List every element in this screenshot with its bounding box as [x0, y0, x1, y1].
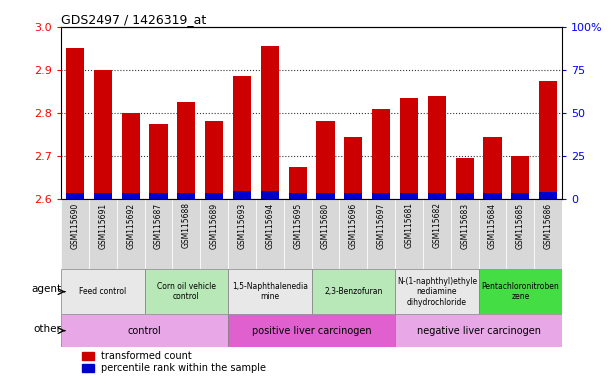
Bar — [288, 193, 307, 199]
Text: Corn oil vehicle
control: Corn oil vehicle control — [157, 282, 216, 301]
Legend: transformed count, percentile rank within the sample: transformed count, percentile rank withi… — [81, 350, 268, 374]
Bar — [177, 102, 196, 199]
FancyBboxPatch shape — [367, 199, 395, 269]
FancyBboxPatch shape — [228, 269, 312, 314]
Text: agent: agent — [32, 285, 62, 295]
Text: other: other — [34, 324, 62, 334]
Text: GSM115681: GSM115681 — [404, 202, 414, 248]
FancyBboxPatch shape — [312, 199, 340, 269]
Bar — [456, 193, 474, 199]
Bar — [511, 193, 529, 199]
FancyBboxPatch shape — [117, 199, 145, 269]
FancyBboxPatch shape — [228, 314, 395, 347]
Text: GSM115688: GSM115688 — [182, 202, 191, 248]
Bar — [345, 137, 362, 199]
FancyBboxPatch shape — [423, 199, 451, 269]
Bar — [122, 113, 140, 199]
Bar — [483, 137, 502, 199]
FancyBboxPatch shape — [478, 199, 507, 269]
FancyBboxPatch shape — [395, 269, 478, 314]
Text: GSM115692: GSM115692 — [126, 202, 135, 248]
Text: GSM115686: GSM115686 — [544, 202, 553, 248]
FancyBboxPatch shape — [451, 199, 478, 269]
Bar — [261, 191, 279, 199]
Bar — [66, 48, 84, 199]
Bar — [539, 81, 557, 199]
Bar — [150, 124, 167, 199]
Bar — [288, 167, 307, 199]
Bar — [316, 193, 335, 199]
Text: control: control — [128, 326, 161, 336]
Bar — [456, 158, 474, 199]
FancyBboxPatch shape — [172, 199, 200, 269]
FancyBboxPatch shape — [145, 199, 172, 269]
Bar — [372, 109, 390, 199]
Bar — [233, 76, 251, 199]
Text: GSM115682: GSM115682 — [433, 202, 441, 248]
FancyBboxPatch shape — [89, 199, 117, 269]
FancyBboxPatch shape — [145, 269, 228, 314]
Text: 2,3-Benzofuran: 2,3-Benzofuran — [324, 287, 382, 296]
Bar — [511, 156, 529, 199]
Bar — [122, 193, 140, 199]
Text: GDS2497 / 1426319_at: GDS2497 / 1426319_at — [61, 13, 207, 26]
FancyBboxPatch shape — [61, 199, 89, 269]
Text: positive liver carcinogen: positive liver carcinogen — [252, 326, 371, 336]
FancyBboxPatch shape — [312, 269, 395, 314]
FancyBboxPatch shape — [395, 199, 423, 269]
FancyBboxPatch shape — [534, 199, 562, 269]
FancyBboxPatch shape — [61, 269, 145, 314]
Text: GSM115687: GSM115687 — [154, 202, 163, 248]
Bar — [150, 193, 167, 199]
FancyBboxPatch shape — [395, 314, 562, 347]
Bar — [233, 191, 251, 199]
Bar — [205, 193, 223, 199]
Text: GSM115685: GSM115685 — [516, 202, 525, 248]
Text: GSM115696: GSM115696 — [349, 202, 358, 249]
Bar — [400, 193, 418, 199]
Bar — [400, 98, 418, 199]
FancyBboxPatch shape — [478, 269, 562, 314]
Bar — [428, 193, 446, 199]
Bar — [483, 193, 502, 199]
FancyBboxPatch shape — [507, 199, 534, 269]
Bar — [94, 70, 112, 199]
Text: GSM115691: GSM115691 — [98, 202, 108, 248]
FancyBboxPatch shape — [256, 199, 284, 269]
Text: GSM115697: GSM115697 — [377, 202, 386, 249]
Text: N-(1-naphthyl)ethyle
nediamine
dihydrochloride: N-(1-naphthyl)ethyle nediamine dihydroch… — [397, 277, 477, 306]
Bar — [372, 193, 390, 199]
FancyBboxPatch shape — [284, 199, 312, 269]
Text: GSM115693: GSM115693 — [238, 202, 246, 249]
Bar — [94, 193, 112, 199]
FancyBboxPatch shape — [228, 199, 256, 269]
Bar — [66, 193, 84, 199]
Bar — [205, 121, 223, 199]
Text: GSM115694: GSM115694 — [265, 202, 274, 249]
FancyBboxPatch shape — [340, 199, 367, 269]
Text: GSM115684: GSM115684 — [488, 202, 497, 248]
Bar — [316, 121, 335, 199]
Bar — [345, 193, 362, 199]
Text: 1,5-Naphthalenedia
mine: 1,5-Naphthalenedia mine — [232, 282, 308, 301]
Text: GSM115689: GSM115689 — [210, 202, 219, 248]
Bar — [177, 193, 196, 199]
Bar — [539, 192, 557, 199]
Text: negative liver carcinogen: negative liver carcinogen — [417, 326, 541, 336]
Text: GSM115680: GSM115680 — [321, 202, 330, 248]
Text: GSM115695: GSM115695 — [293, 202, 302, 249]
FancyBboxPatch shape — [61, 314, 228, 347]
Text: GSM115690: GSM115690 — [70, 202, 79, 249]
Bar — [428, 96, 446, 199]
FancyBboxPatch shape — [200, 199, 228, 269]
Bar — [261, 46, 279, 199]
Text: GSM115683: GSM115683 — [460, 202, 469, 248]
Text: Feed control: Feed control — [79, 287, 126, 296]
Text: Pentachloronitroben
zene: Pentachloronitroben zene — [481, 282, 559, 301]
